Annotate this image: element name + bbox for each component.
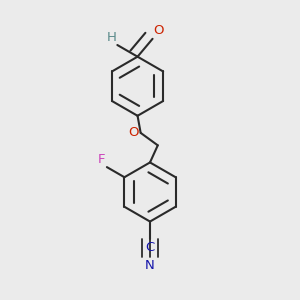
Text: H: H — [107, 31, 117, 44]
Text: N: N — [145, 259, 155, 272]
Text: C: C — [146, 241, 154, 254]
Text: F: F — [98, 154, 105, 166]
Text: O: O — [129, 126, 139, 140]
Text: O: O — [154, 24, 164, 37]
